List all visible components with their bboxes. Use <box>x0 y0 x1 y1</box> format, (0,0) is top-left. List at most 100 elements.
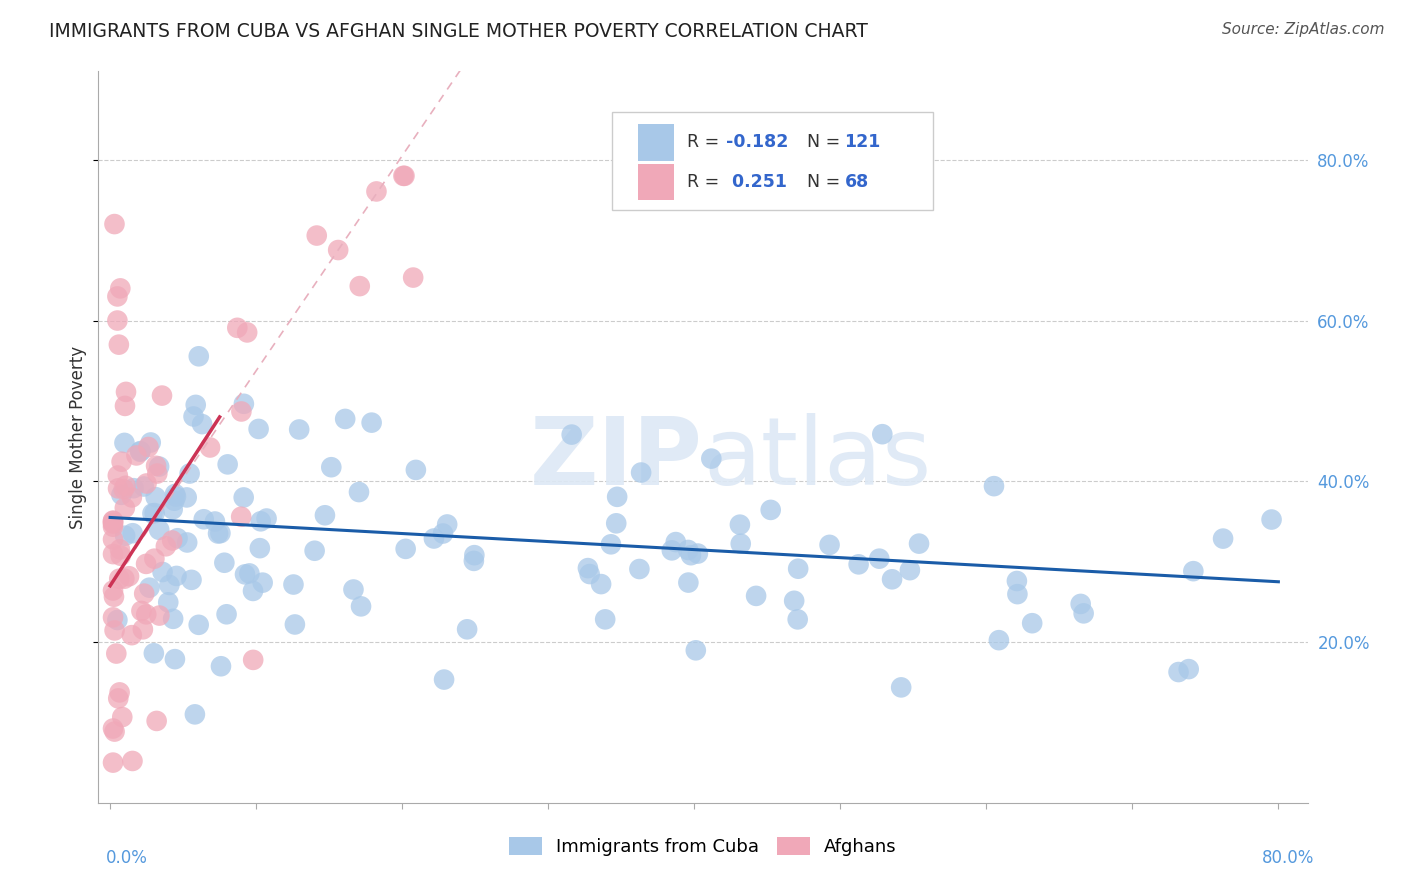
Point <box>350 599 373 614</box>
Point <box>107 313 129 327</box>
Point <box>256 511 278 525</box>
Point <box>103 590 125 604</box>
Point <box>107 691 129 706</box>
Point <box>252 575 274 590</box>
Point <box>135 607 157 622</box>
Point <box>110 281 132 295</box>
Point <box>209 526 232 541</box>
Point <box>176 535 198 549</box>
Text: R =: R = <box>688 134 725 152</box>
FancyBboxPatch shape <box>638 124 673 161</box>
Point <box>1177 662 1199 676</box>
Point <box>121 754 143 768</box>
Point <box>184 707 207 722</box>
Point <box>207 526 229 541</box>
Point <box>685 643 707 657</box>
Text: 0.251: 0.251 <box>725 173 787 191</box>
Text: ZIP: ZIP <box>530 413 703 505</box>
Point <box>157 578 180 592</box>
FancyBboxPatch shape <box>638 164 673 201</box>
Point <box>183 409 205 424</box>
Text: N =: N = <box>796 173 846 191</box>
Point <box>423 532 446 546</box>
Point <box>759 503 782 517</box>
Point <box>730 537 752 551</box>
Point <box>402 270 425 285</box>
Point <box>101 519 124 533</box>
Point <box>107 468 129 483</box>
Point <box>108 685 131 699</box>
Point <box>578 567 600 582</box>
Point <box>131 604 153 618</box>
Point <box>135 557 157 571</box>
Point <box>103 624 125 638</box>
Point <box>349 279 371 293</box>
Point <box>108 337 131 351</box>
Point <box>463 554 485 568</box>
Point <box>745 589 768 603</box>
Point <box>155 539 177 553</box>
Point <box>1005 574 1028 588</box>
Point <box>114 399 136 413</box>
Point <box>848 558 870 572</box>
Point <box>561 427 583 442</box>
Point <box>198 441 221 455</box>
Legend: Immigrants from Cuba, Afghans: Immigrants from Cuba, Afghans <box>502 830 904 863</box>
Point <box>242 583 264 598</box>
Point <box>163 487 186 501</box>
Point <box>138 581 160 595</box>
Point <box>103 724 125 739</box>
Point <box>249 541 271 556</box>
Point <box>157 595 180 609</box>
Point <box>191 417 214 431</box>
Point <box>145 458 167 473</box>
Point <box>148 523 170 537</box>
Point <box>983 479 1005 493</box>
Point <box>676 543 699 558</box>
Point <box>145 490 167 504</box>
Point <box>242 653 264 667</box>
Point <box>1073 607 1095 621</box>
Point <box>605 516 627 531</box>
Point <box>1021 616 1043 631</box>
Point <box>314 508 336 523</box>
Point <box>165 490 187 504</box>
Point <box>209 659 232 673</box>
Point <box>187 617 209 632</box>
Point <box>890 681 912 695</box>
Point <box>436 517 458 532</box>
Point <box>432 526 454 541</box>
Point <box>347 485 370 500</box>
Point <box>135 476 157 491</box>
Point <box>787 562 810 576</box>
Point <box>101 516 124 531</box>
Point <box>238 566 260 581</box>
Point <box>145 714 167 728</box>
Point <box>868 551 890 566</box>
Point <box>143 551 166 566</box>
Point <box>179 467 201 481</box>
Point <box>232 397 254 411</box>
Point <box>180 573 202 587</box>
Point <box>321 460 343 475</box>
Point <box>101 533 124 547</box>
Point <box>284 617 307 632</box>
Point <box>103 217 125 231</box>
Text: N =: N = <box>796 134 846 152</box>
Text: -0.182: -0.182 <box>725 134 789 152</box>
Point <box>600 537 623 551</box>
Point <box>679 548 702 562</box>
Point <box>395 541 418 556</box>
Point <box>392 169 415 183</box>
Point <box>283 577 305 591</box>
Point <box>463 548 485 562</box>
Text: IMMIGRANTS FROM CUBA VS AFGHAN SINGLE MOTHER POVERTY CORRELATION CHART: IMMIGRANTS FROM CUBA VS AFGHAN SINGLE MO… <box>49 22 868 41</box>
Point <box>233 567 256 582</box>
Point <box>728 517 751 532</box>
Point <box>121 491 143 505</box>
Point <box>148 608 170 623</box>
Point <box>107 613 129 627</box>
Point <box>247 422 270 436</box>
Point <box>108 572 131 586</box>
Point <box>204 515 226 529</box>
